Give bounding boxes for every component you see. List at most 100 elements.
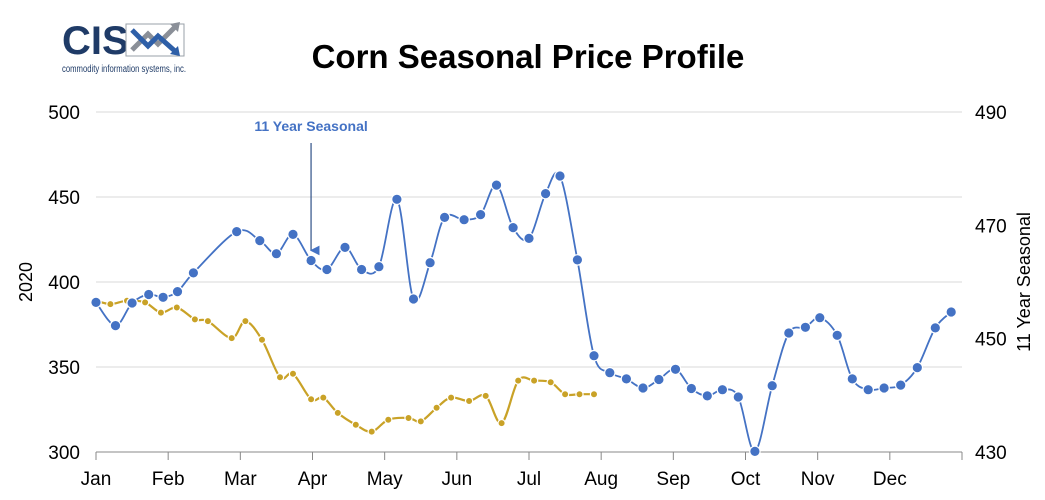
x-tick-label: Sep — [656, 469, 690, 490]
logo-brand: CIS — [62, 19, 129, 63]
company-logo: CIS commodity information systems, inc. — [62, 19, 186, 75]
series-2020-point — [319, 393, 328, 402]
series-11yr-seasonal-point — [603, 366, 616, 379]
series-11yr-seasonal-point — [539, 187, 552, 200]
series-11yr-seasonal-point — [490, 179, 503, 191]
y-axis-left-title: 2020 — [16, 262, 36, 302]
series-11yr-seasonal-point — [554, 170, 566, 182]
y-right-tick-label: 430 — [975, 443, 1007, 464]
series-11yr-seasonal-point — [287, 228, 299, 241]
series-11yr-seasonal-point — [846, 373, 859, 385]
series-11yr-seasonal-point — [458, 213, 470, 226]
series-11yr-seasonal-point — [929, 322, 942, 334]
series-2020-point — [446, 393, 456, 402]
series-11yr-seasonal-point — [571, 254, 584, 266]
series-2020-line — [95, 299, 594, 433]
y-right-tick-label: 490 — [975, 103, 1007, 124]
series-layer — [90, 170, 957, 458]
series-11yr-seasonal-point — [90, 296, 102, 309]
series-11yr-seasonal-point — [732, 391, 745, 403]
series-2020-point — [416, 417, 425, 426]
series-2020-point — [432, 403, 441, 412]
x-tick-label: Feb — [152, 469, 185, 490]
series-11yr-seasonal-point — [878, 382, 890, 394]
series-11yr-seasonal-point — [799, 321, 812, 334]
series-11yr-seasonal-point — [766, 379, 778, 392]
series-2020-point — [404, 413, 413, 423]
y-left-tick-label: 300 — [48, 443, 80, 464]
series-2020-point — [497, 418, 506, 428]
series-2020-point — [203, 316, 213, 326]
series-11yr-seasonal-point — [126, 297, 138, 309]
series-11yr-seasonal-point — [523, 232, 535, 245]
series-2020-point — [333, 408, 342, 418]
series-annotation: 11 Year Seasonal — [254, 118, 368, 256]
series-11yr-seasonal-point — [782, 327, 795, 339]
y-axis-right: 430 450 470 490 — [975, 103, 1007, 464]
series-11yr-seasonal-point — [157, 291, 169, 304]
series-2020-point — [241, 316, 250, 326]
y-left-tick-label: 500 — [48, 103, 80, 124]
series-11yr-seasonal-point — [321, 263, 333, 276]
series-11yr-seasonal-point — [588, 349, 600, 362]
x-tick-label: May — [367, 469, 403, 490]
series-2020-point — [288, 369, 298, 378]
series-2020-point — [257, 335, 267, 344]
series-2020-point — [275, 373, 285, 382]
y-right-tick-label: 470 — [975, 216, 1007, 237]
series-11yr-seasonal-point — [637, 382, 649, 394]
series-2020-point — [367, 427, 376, 436]
series-2020-point — [190, 315, 200, 324]
series-2020-point — [227, 333, 236, 343]
series-11yr-seasonal-point — [424, 256, 436, 269]
series-2020-point — [172, 303, 181, 312]
y-axis-left: 300 350 400 450 500 — [48, 103, 80, 464]
series-11yr-seasonal-point — [831, 329, 843, 342]
x-tick-label: Apr — [298, 469, 328, 490]
y-left-tick-label: 400 — [48, 273, 80, 294]
series-11yr-seasonal-point — [253, 234, 266, 247]
series-11yr-seasonal-point — [701, 390, 714, 402]
series-11yr-seasonal-point — [391, 193, 403, 206]
y-left-tick-label: 450 — [48, 188, 80, 209]
series-2020-point — [464, 396, 474, 406]
series-11yr-seasonal-point — [230, 225, 243, 238]
x-tick-label: Nov — [801, 469, 835, 490]
series-11yr-seasonal-point — [749, 445, 761, 458]
series-2020-point — [306, 395, 316, 404]
series-11yr-seasonal-line — [95, 171, 952, 453]
series-11yr-seasonal-point — [187, 267, 200, 279]
series-11yr-seasonal-point — [620, 373, 633, 385]
x-tick-label: Dec — [873, 469, 907, 490]
x-tick-label: Jul — [517, 469, 541, 490]
series-2020-point — [575, 390, 584, 399]
series-11yr-seasonal-point — [373, 260, 385, 273]
logo-tagline: commodity information systems, inc. — [62, 64, 186, 75]
series-2020-point — [384, 415, 393, 424]
series-2020-point — [106, 299, 115, 309]
series-2020-point — [351, 420, 360, 429]
series-11yr-seasonal-point — [813, 311, 826, 324]
series-11yr-seasonal-point — [355, 263, 368, 276]
series-11yr-seasonal — [90, 170, 957, 458]
series-2020-point — [514, 376, 523, 385]
x-tick-label: Oct — [731, 469, 761, 490]
series-11yr-seasonal-point — [171, 285, 184, 298]
annotation-label: 11 Year Seasonal — [254, 118, 367, 134]
series-2020-point — [560, 390, 570, 399]
x-tick-label: Jan — [81, 469, 112, 490]
y-right-tick-label: 450 — [975, 330, 1007, 351]
series-11yr-seasonal-point — [142, 288, 155, 301]
series-11yr-seasonal-point — [305, 254, 317, 267]
series-2020-point — [546, 378, 555, 387]
series-2020-point — [481, 391, 490, 401]
series-11yr-seasonal-point — [894, 379, 907, 391]
series-11yr-seasonal-point — [653, 373, 665, 386]
series-11yr-seasonal-point — [109, 319, 122, 332]
series-11yr-seasonal-point — [474, 208, 487, 221]
series-2020-point — [589, 390, 599, 399]
x-tick-label: Mar — [224, 469, 257, 490]
series-11yr-seasonal-point — [507, 221, 519, 234]
series-11yr-seasonal-point — [270, 247, 283, 260]
